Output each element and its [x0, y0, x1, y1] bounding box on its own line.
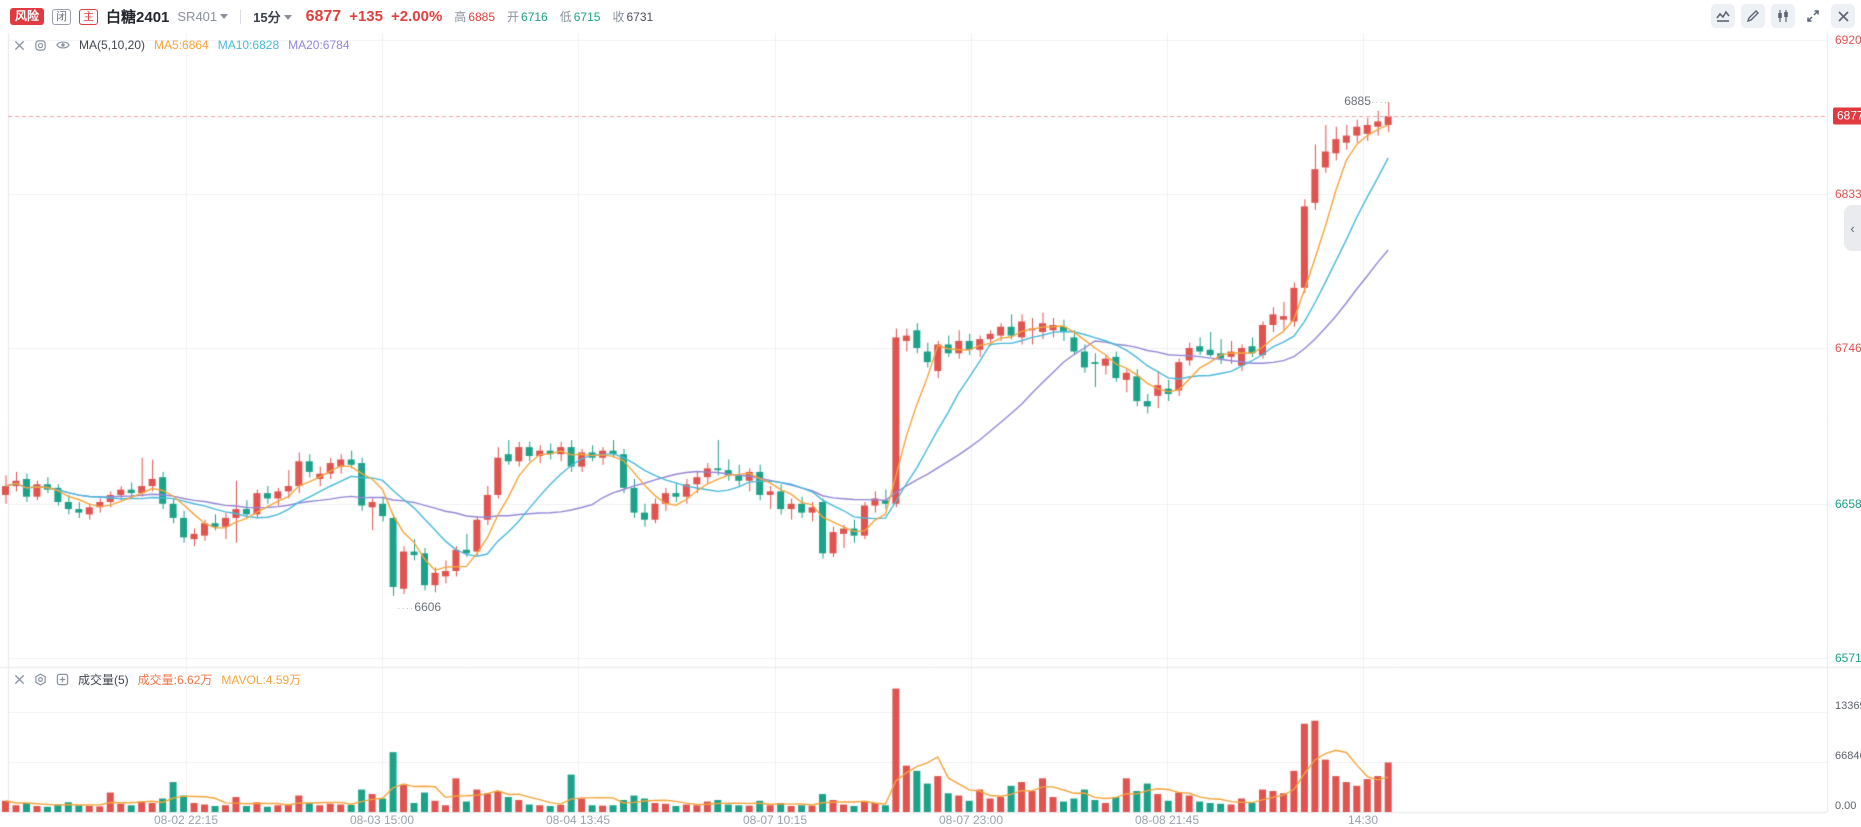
volume-title: 成交量(5)	[78, 673, 129, 687]
close-icon[interactable]	[14, 674, 25, 685]
time-axis-label: 08-02 22:15	[153, 813, 219, 827]
volume-value: 成交量:6.62万	[137, 673, 213, 687]
chevron-left-icon: ‹	[1850, 220, 1855, 236]
expand-icon[interactable]	[1801, 4, 1825, 28]
time-axis-label: 08-04 13:45	[545, 813, 611, 827]
gear-icon[interactable]	[34, 673, 47, 686]
time-axis-label: 14:30	[1347, 813, 1379, 827]
current-price-badge: 6877	[1833, 107, 1861, 125]
collapse-panel-tab[interactable]: ‹	[1844, 205, 1861, 251]
volume-axis-label: 0.00	[1835, 800, 1857, 812]
chevron-down-icon	[220, 13, 229, 19]
price-axis-label: 6920	[1835, 33, 1861, 47]
session-high-label: 6885····	[1344, 93, 1389, 108]
chart-toolbar	[1711, 4, 1855, 28]
interval-label: 15分	[253, 9, 281, 25]
ma5-value: MA5:6864	[154, 38, 209, 52]
price-axis-label: 6746	[1835, 341, 1861, 355]
symbol-selector[interactable]: SR401	[177, 8, 229, 26]
ma10-value: MA10:6828	[217, 38, 280, 52]
stat-prev-close: 收 6731	[612, 10, 654, 24]
volume-axis-label: 133692.00	[1835, 700, 1861, 712]
last-price: 6877	[305, 7, 342, 25]
symbol-name: 白糖2401	[106, 9, 170, 26]
time-axis-label: 08-07 10:15	[742, 813, 808, 827]
price-change-pct: +2.00%	[391, 8, 443, 25]
volume-legend: 成交量(5) 成交量:6.62万 MAVOL:4.59万	[14, 671, 301, 688]
time-axis-label: 08-03 15:00	[349, 813, 415, 827]
closed-badge: 闭	[52, 8, 72, 25]
ma-title: MA(5,10,20)	[79, 38, 146, 52]
close-icon[interactable]	[1831, 4, 1855, 28]
candlestick-icon[interactable]	[1771, 4, 1795, 28]
divider	[240, 9, 242, 24]
price-change: +135	[349, 8, 383, 25]
plus-square-icon[interactable]	[56, 673, 69, 686]
price-axis-label: 6571	[1835, 650, 1861, 665]
time-axis-label: 08-08 21:45	[1134, 813, 1200, 827]
interval-selector[interactable]: 15分	[253, 7, 292, 27]
ma20-value: MA20:6784	[288, 38, 350, 52]
eye-icon[interactable]	[56, 39, 70, 51]
ma-legend: MA(5,10,20) MA5:6864 MA10:6828 MA20:6784	[14, 38, 350, 52]
price-axis-label: 6833	[1835, 187, 1861, 201]
main-contract-badge: 主	[79, 8, 99, 25]
volume-axis-label: 66846.00	[1835, 750, 1861, 762]
risk-badge: 风险	[10, 8, 45, 25]
price-axis-label: 6658	[1835, 496, 1861, 511]
symbol-code: SR401	[177, 8, 218, 24]
header-bar: 风险 闭 主 白糖2401 SR401 15分 6877 +135 +2.00%…	[0, 0, 1861, 33]
mavol-value: MAVOL:4.59万	[221, 673, 302, 687]
stat-low: 低 6715	[559, 10, 601, 24]
close-icon[interactable]	[14, 40, 25, 51]
chevron-down-icon	[283, 14, 292, 20]
time-axis-label: 08-07 23:00	[938, 813, 1004, 827]
pencil-draw-icon[interactable]	[1741, 4, 1765, 28]
stat-high: 高 6885	[454, 10, 496, 24]
stat-open: 开 6716	[507, 10, 548, 24]
session-low-label: ····6606	[397, 599, 442, 614]
indicator-line-icon[interactable]	[1711, 4, 1735, 28]
gear-icon[interactable]	[34, 39, 47, 52]
